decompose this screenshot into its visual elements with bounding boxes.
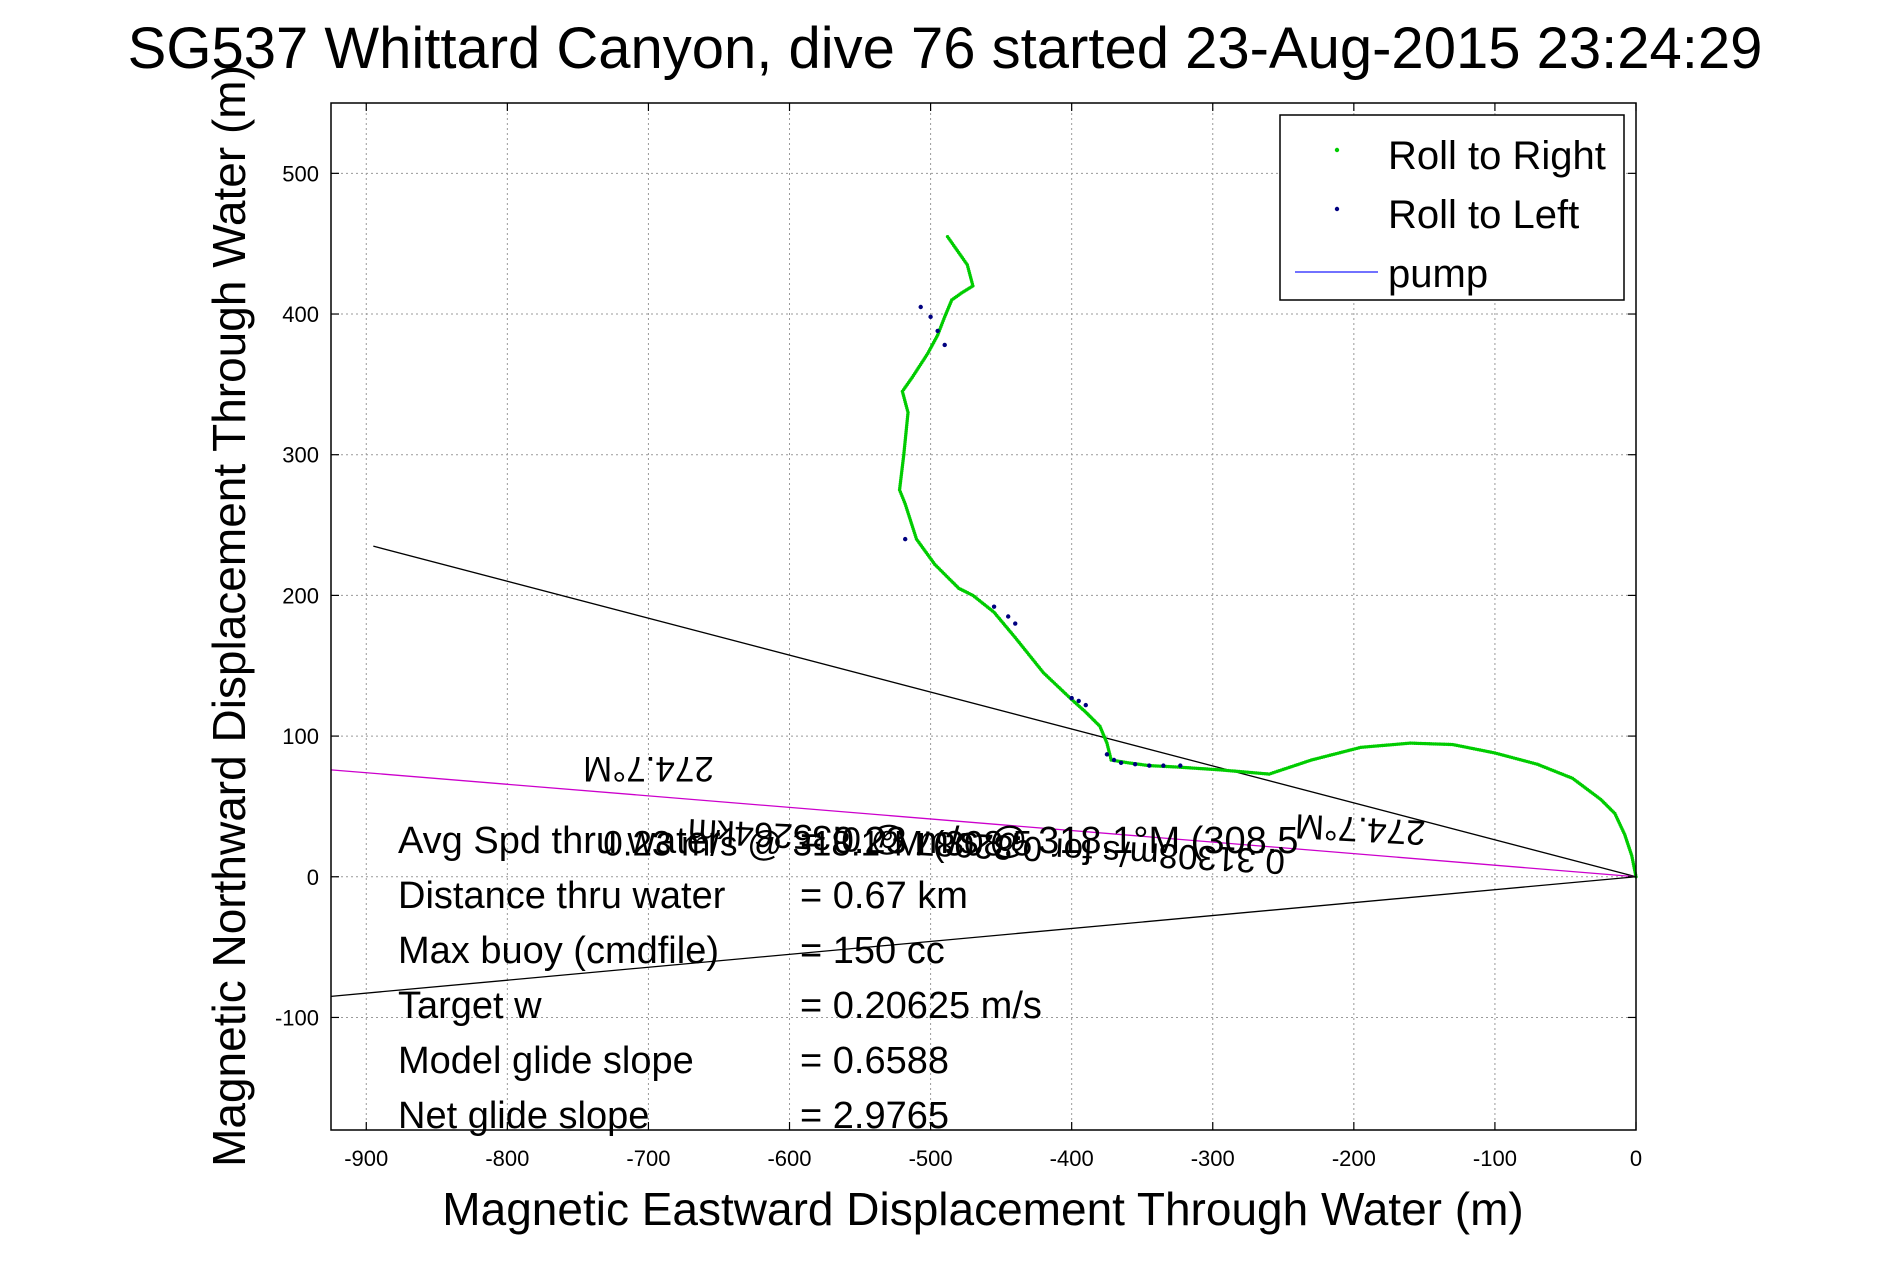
heading-line-upper	[373, 545, 1637, 878]
y-tick-label: 500	[282, 161, 319, 186]
roll-left-point	[991, 604, 997, 609]
legend: Roll to Right Roll to Left pump	[1279, 114, 1625, 301]
y-tick-label: 300	[282, 443, 319, 468]
roll-left-point	[1111, 757, 1117, 763]
stat-value: = 0.67 km	[800, 875, 968, 917]
x-tick-label: 0	[1630, 1146, 1642, 1171]
roll-left-point	[1076, 698, 1081, 704]
stat-label: Target w	[398, 985, 542, 1027]
x-tick-label: -900	[344, 1146, 388, 1171]
y-tick-label: 400	[282, 302, 319, 327]
x-tick-label: -100	[1473, 1146, 1517, 1171]
legend-marker	[1334, 147, 1340, 153]
plot-frame	[330, 102, 1637, 1131]
roll-left-point	[1005, 614, 1011, 619]
stat-value: = 0.20625 m/s	[800, 985, 1042, 1027]
roll-left-point	[1104, 752, 1110, 757]
stat-value: = 150 cc	[800, 930, 945, 972]
legend-label: Roll to Right	[1388, 134, 1606, 178]
heading-annotation: 274.7°M	[1294, 806, 1427, 852]
roll-left-point	[903, 536, 908, 542]
y-axis-ticks: -100 0 100 200 300 400 500	[275, 161, 1636, 1030]
dive-stats: Avg Spd thru water = 0.23 m/s @ 318.1°M (…	[398, 820, 1298, 1137]
x-axis-label: Magnetic Eastward Displacement Through W…	[442, 1183, 1523, 1235]
stat-label: Max buoy (cmdfile)	[398, 930, 719, 972]
roll-right-point	[945, 234, 950, 239]
x-tick-label: -800	[485, 1146, 529, 1171]
legend-label: Roll to Left	[1388, 193, 1579, 237]
stat-label: Model glide slope	[398, 1040, 694, 1082]
x-tick-label: -400	[1050, 1146, 1094, 1171]
x-axis-ticks: -900 -800 -700 -600 -500 -400 -300 -200 -100 0	[344, 103, 1642, 1171]
stat-value: = 0.23 m/s @ 318.1°M (308.5	[800, 820, 1298, 862]
x-tick-label: -700	[626, 1146, 670, 1171]
roll-left-point	[1178, 763, 1183, 768]
roll-left-point	[928, 314, 933, 320]
reference-lines	[330, 545, 1637, 997]
roll-left-point	[1083, 702, 1088, 708]
roll-left-point	[1161, 763, 1166, 768]
stat-value: = 0.6588	[800, 1040, 949, 1082]
y-tick-label: -100	[275, 1005, 319, 1030]
x-tick-label: -600	[767, 1146, 811, 1171]
x-tick-label: -200	[1332, 1146, 1376, 1171]
roll-left-point	[1147, 763, 1152, 768]
legend-label: pump	[1388, 252, 1488, 296]
y-tick-label: 0	[307, 865, 319, 890]
roll-left-point	[1069, 695, 1074, 701]
heading-annotation: 274.7°M	[583, 749, 714, 788]
x-tick-label: -500	[909, 1146, 953, 1171]
heading-annotation: 0.23 m/s @ 318.1°M (308.5	[603, 825, 1032, 864]
stat-label: Net glide slope	[398, 1095, 649, 1137]
roll-left-point	[918, 304, 923, 310]
stat-label: Distance thru water	[398, 875, 726, 917]
chart-title: SG537 Whittard Canyon, dive 76 started 2…	[128, 16, 1763, 81]
y-axis-label: Magnetic Northward Displacement Through …	[203, 65, 255, 1167]
legend-marker	[1334, 206, 1340, 212]
roll-left-point	[935, 328, 940, 334]
y-tick-label: 100	[282, 724, 319, 749]
stat-label: Avg Spd thru water	[398, 820, 721, 862]
heading-line-lower	[330, 876, 1637, 997]
roll-left-point	[942, 342, 947, 348]
y-tick-label: 200	[282, 583, 319, 608]
roll-left-point	[1118, 760, 1124, 766]
stat-value: = 2.9765	[800, 1095, 949, 1137]
roll-left-point	[1013, 621, 1018, 626]
roll-left-point	[1132, 762, 1138, 767]
x-tick-label: -300	[1191, 1146, 1235, 1171]
heading-line-magenta	[330, 769, 1637, 878]
track-points	[897, 234, 1638, 879]
